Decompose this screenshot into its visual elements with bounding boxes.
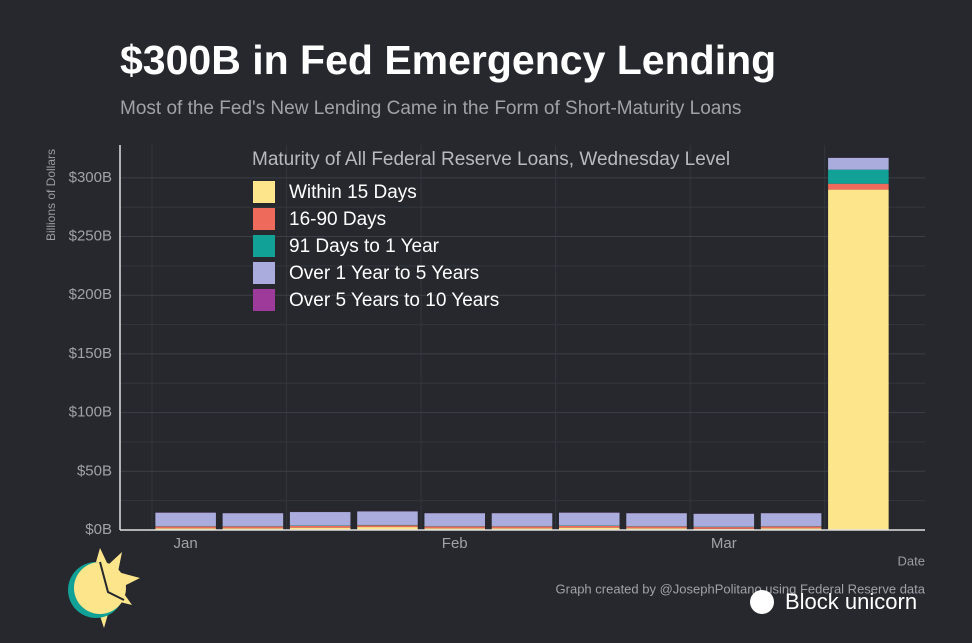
bar-segment: [289, 527, 351, 530]
bar-segment: [693, 527, 755, 529]
y-tick-label: $300B: [69, 169, 112, 186]
y-tick-label: $200B: [69, 286, 112, 303]
legend-label: 16-90 Days: [289, 209, 386, 230]
legend-title: Maturity of All Federal Reserve Loans, W…: [252, 149, 730, 170]
legend-label: Within 15 Days: [289, 182, 417, 203]
bar-segment: [155, 512, 216, 527]
watermark: Block unicorn: [785, 589, 917, 614]
bar-segment: [626, 528, 687, 530]
legend-swatch: [253, 289, 275, 311]
bar-segment: [222, 528, 284, 530]
legend-swatch: [253, 262, 275, 284]
bar-segment: [155, 526, 216, 529]
bar-segment: [828, 183, 889, 190]
bar-segment: [357, 525, 418, 528]
bar-segment: [559, 512, 620, 526]
bar-segment: [424, 528, 485, 530]
bar-segment: [289, 525, 351, 528]
y-tick-label: $50B: [77, 462, 112, 479]
bar-segment: [559, 527, 620, 530]
y-tick-label: $250B: [69, 228, 112, 245]
legend-label: Over 1 Year to 5 Years: [289, 263, 479, 284]
bar-segment: [693, 513, 755, 527]
y-tick-label: $100B: [69, 404, 112, 421]
bar-segment: [828, 157, 889, 170]
y-axis-label: Billions of Dollars: [44, 149, 58, 241]
bar-segment: [357, 511, 418, 525]
bar-segment: [828, 189, 889, 531]
caption: Graph created by @JosephPolitano using F…: [556, 581, 926, 596]
legend-swatch: [253, 208, 275, 230]
bar-segment: [222, 513, 284, 527]
legend-label: 91 Days to 1 Year: [289, 236, 440, 257]
bar-segment: [760, 526, 822, 529]
legend-swatch: [253, 181, 275, 203]
bar-segment: [760, 513, 822, 527]
bar-segment: [222, 526, 284, 529]
bar-segment: [289, 512, 351, 526]
x-tick-label: Mar: [711, 535, 737, 552]
bar-segment: [491, 528, 553, 530]
x-axis-label: Date: [898, 553, 925, 568]
legend-label: Over 5 Years to 10 Years: [289, 290, 499, 311]
bar-segment: [424, 513, 485, 527]
bar-segment: [626, 513, 687, 527]
bar-segment: [155, 528, 216, 530]
y-tick-label: $0B: [85, 521, 112, 538]
x-tick-label: Feb: [442, 535, 468, 552]
watermark-icon: [750, 590, 774, 614]
bar-segment: [559, 525, 620, 528]
chart-subtitle: Most of the Fed's New Lending Came in th…: [120, 98, 741, 119]
logo: [68, 548, 140, 628]
bar-segment: [828, 169, 889, 184]
bar-segment: [357, 527, 418, 530]
bar-segment: [626, 526, 687, 529]
bar-segment: [491, 526, 553, 529]
bar-segment: [491, 513, 553, 527]
bar-segment: [760, 528, 822, 530]
x-tick-label: Jan: [174, 535, 198, 552]
legend-swatch: [253, 235, 275, 257]
y-tick-label: $150B: [69, 345, 112, 362]
chart-title: $300B in Fed Emergency Lending: [120, 37, 776, 83]
bar-segment: [424, 526, 485, 529]
